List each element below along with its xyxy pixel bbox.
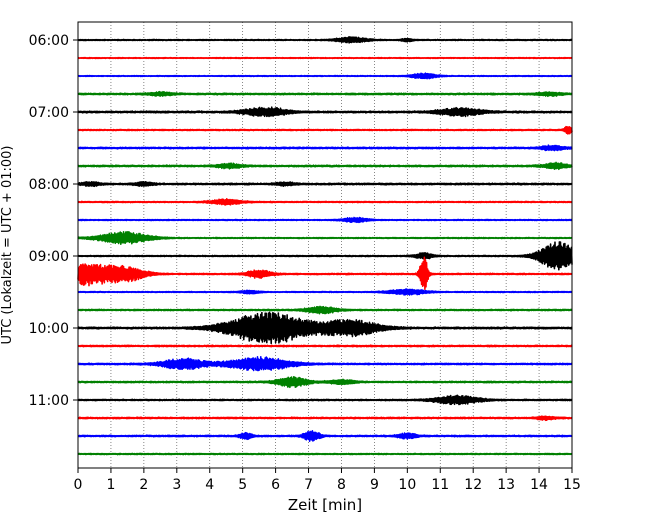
- seismic-trace-1115: [77, 415, 573, 422]
- seismic-trace-0800: [77, 181, 573, 188]
- x-tick-label: 6: [271, 477, 280, 493]
- x-tick-label: 5: [238, 477, 247, 493]
- seismic-trace-0645: [77, 90, 573, 98]
- seismic-trace-0915: [77, 256, 573, 291]
- seismic-trace-0900: [77, 241, 573, 271]
- y-tick-label: 09:00: [29, 249, 69, 265]
- x-tick-label: 7: [304, 477, 313, 493]
- seismic-trace-0715: [77, 125, 573, 135]
- y-tick-label: 06:00: [29, 33, 69, 49]
- x-tick-label: 0: [74, 477, 83, 493]
- x-tick-label: 15: [563, 477, 581, 493]
- x-tick-label: 10: [398, 477, 416, 493]
- x-tick-label: 12: [464, 477, 482, 493]
- plot-frame: [77, 21, 573, 469]
- seismic-trace-0600: [77, 36, 573, 44]
- y-tick-label: 07:00: [29, 105, 69, 121]
- x-tick-label: 1: [106, 477, 115, 493]
- x-tick-label: 9: [370, 477, 379, 493]
- seismic-trace-0845: [77, 230, 573, 246]
- seismic-trace-1045: [77, 376, 573, 389]
- x-tick-label: 13: [497, 477, 515, 493]
- x-tick-label: 4: [205, 477, 214, 493]
- seismic-trace-0630: [77, 72, 573, 80]
- seismic-trace-1130: [77, 429, 573, 442]
- seismic-trace-1000: [77, 311, 573, 345]
- seismic-trace-0730: [77, 144, 573, 152]
- y-tick-label: 11:00: [29, 393, 69, 409]
- seismic-trace-1100: [77, 394, 573, 406]
- seismic-trace-0745: [77, 161, 573, 171]
- seismic-trace-0615: [77, 56, 573, 60]
- seismic-trace-0700: [77, 106, 573, 118]
- seismic-trace-0930: [77, 288, 573, 296]
- x-axis-label: Zeit [min]: [288, 496, 362, 514]
- x-tick-label: 3: [172, 477, 181, 493]
- seismic-trace-1015: [77, 344, 573, 348]
- seismic-trace-1145: [77, 452, 573, 456]
- y-tick-label: 10:00: [29, 321, 69, 337]
- traces-layer: [77, 36, 573, 456]
- seismic-trace-1030: [77, 355, 573, 372]
- x-tick-label: 2: [139, 477, 148, 493]
- seismic-trace-0830: [77, 216, 573, 224]
- ticks-layer: 0 1 2 3 4 5 6 7 8 9 10 11 12 13 14 1506:0007:0008:0009:…: [29, 33, 581, 493]
- grid-layer: [110, 22, 540, 468]
- y-axis-label: UTC (Lokalzeit = UTC + 01:00): [0, 146, 15, 345]
- x-tick-label: 8: [337, 477, 346, 493]
- seismic-trace-0815: [77, 198, 573, 206]
- x-tick-label: 14: [530, 477, 548, 493]
- y-tick-label: 08:00: [29, 177, 69, 193]
- x-tick-label: 11: [431, 477, 449, 493]
- seismic-trace-0945: [77, 305, 573, 315]
